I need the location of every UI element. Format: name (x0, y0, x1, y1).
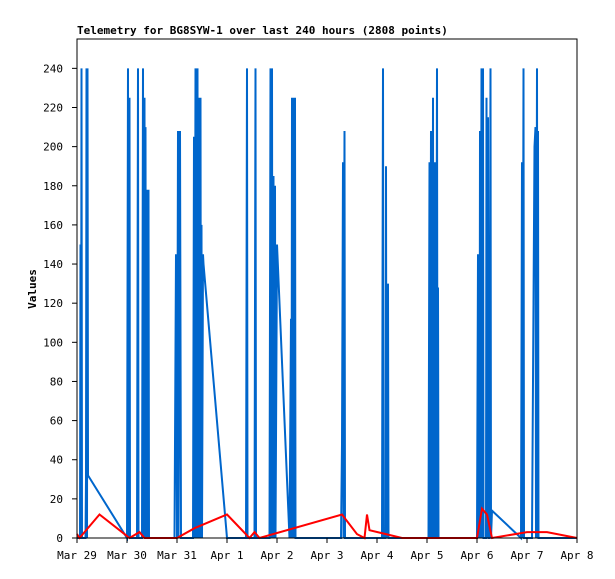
y-tick-label: 0 (56, 532, 63, 545)
x-tick-label: Apr 3 (310, 549, 343, 562)
chart-title: Telemetry for BG8SYW-1 over last 240 hou… (77, 24, 448, 37)
y-tick-label: 160 (43, 219, 63, 232)
x-tick-label: Apr 4 (360, 549, 393, 562)
series-layer (76, 68, 578, 542)
y-tick-label: 40 (50, 454, 63, 467)
y-tick-label: 60 (50, 415, 63, 428)
y-tick-label: 80 (50, 375, 63, 388)
x-tick-label: Apr 7 (510, 549, 543, 562)
x-tick-label: Mar 30 (107, 549, 147, 562)
x-tick-label: Apr 1 (210, 549, 243, 562)
y-tick-label: 120 (43, 297, 63, 310)
y-tick-label: 20 (50, 493, 63, 506)
axis-layer: 0 20 40 60 80 100 120 140 160 180 200 220 240 Mar 29 M… (43, 38, 594, 562)
series-line-0 (77, 68, 577, 542)
x-tick-label: Mar 31 (157, 549, 197, 562)
x-tick-label: Apr 6 (460, 549, 493, 562)
y-tick-label: 220 (43, 101, 63, 114)
y-tick-label: 200 (43, 141, 63, 154)
y-tick-label: 100 (43, 336, 63, 349)
x-tick-label: Apr 5 (410, 549, 443, 562)
y-tick-label: 140 (43, 258, 63, 271)
y-axis-label: Values (26, 269, 39, 309)
x-tick-label: Apr 2 (260, 549, 293, 562)
x-tick-label: Mar 29 (57, 549, 97, 562)
series-line-1 (76, 506, 578, 540)
x-tick-label: Apr 8 (560, 549, 593, 562)
y-tick-label: 240 (43, 62, 63, 75)
y-tick-label: 180 (43, 180, 63, 193)
